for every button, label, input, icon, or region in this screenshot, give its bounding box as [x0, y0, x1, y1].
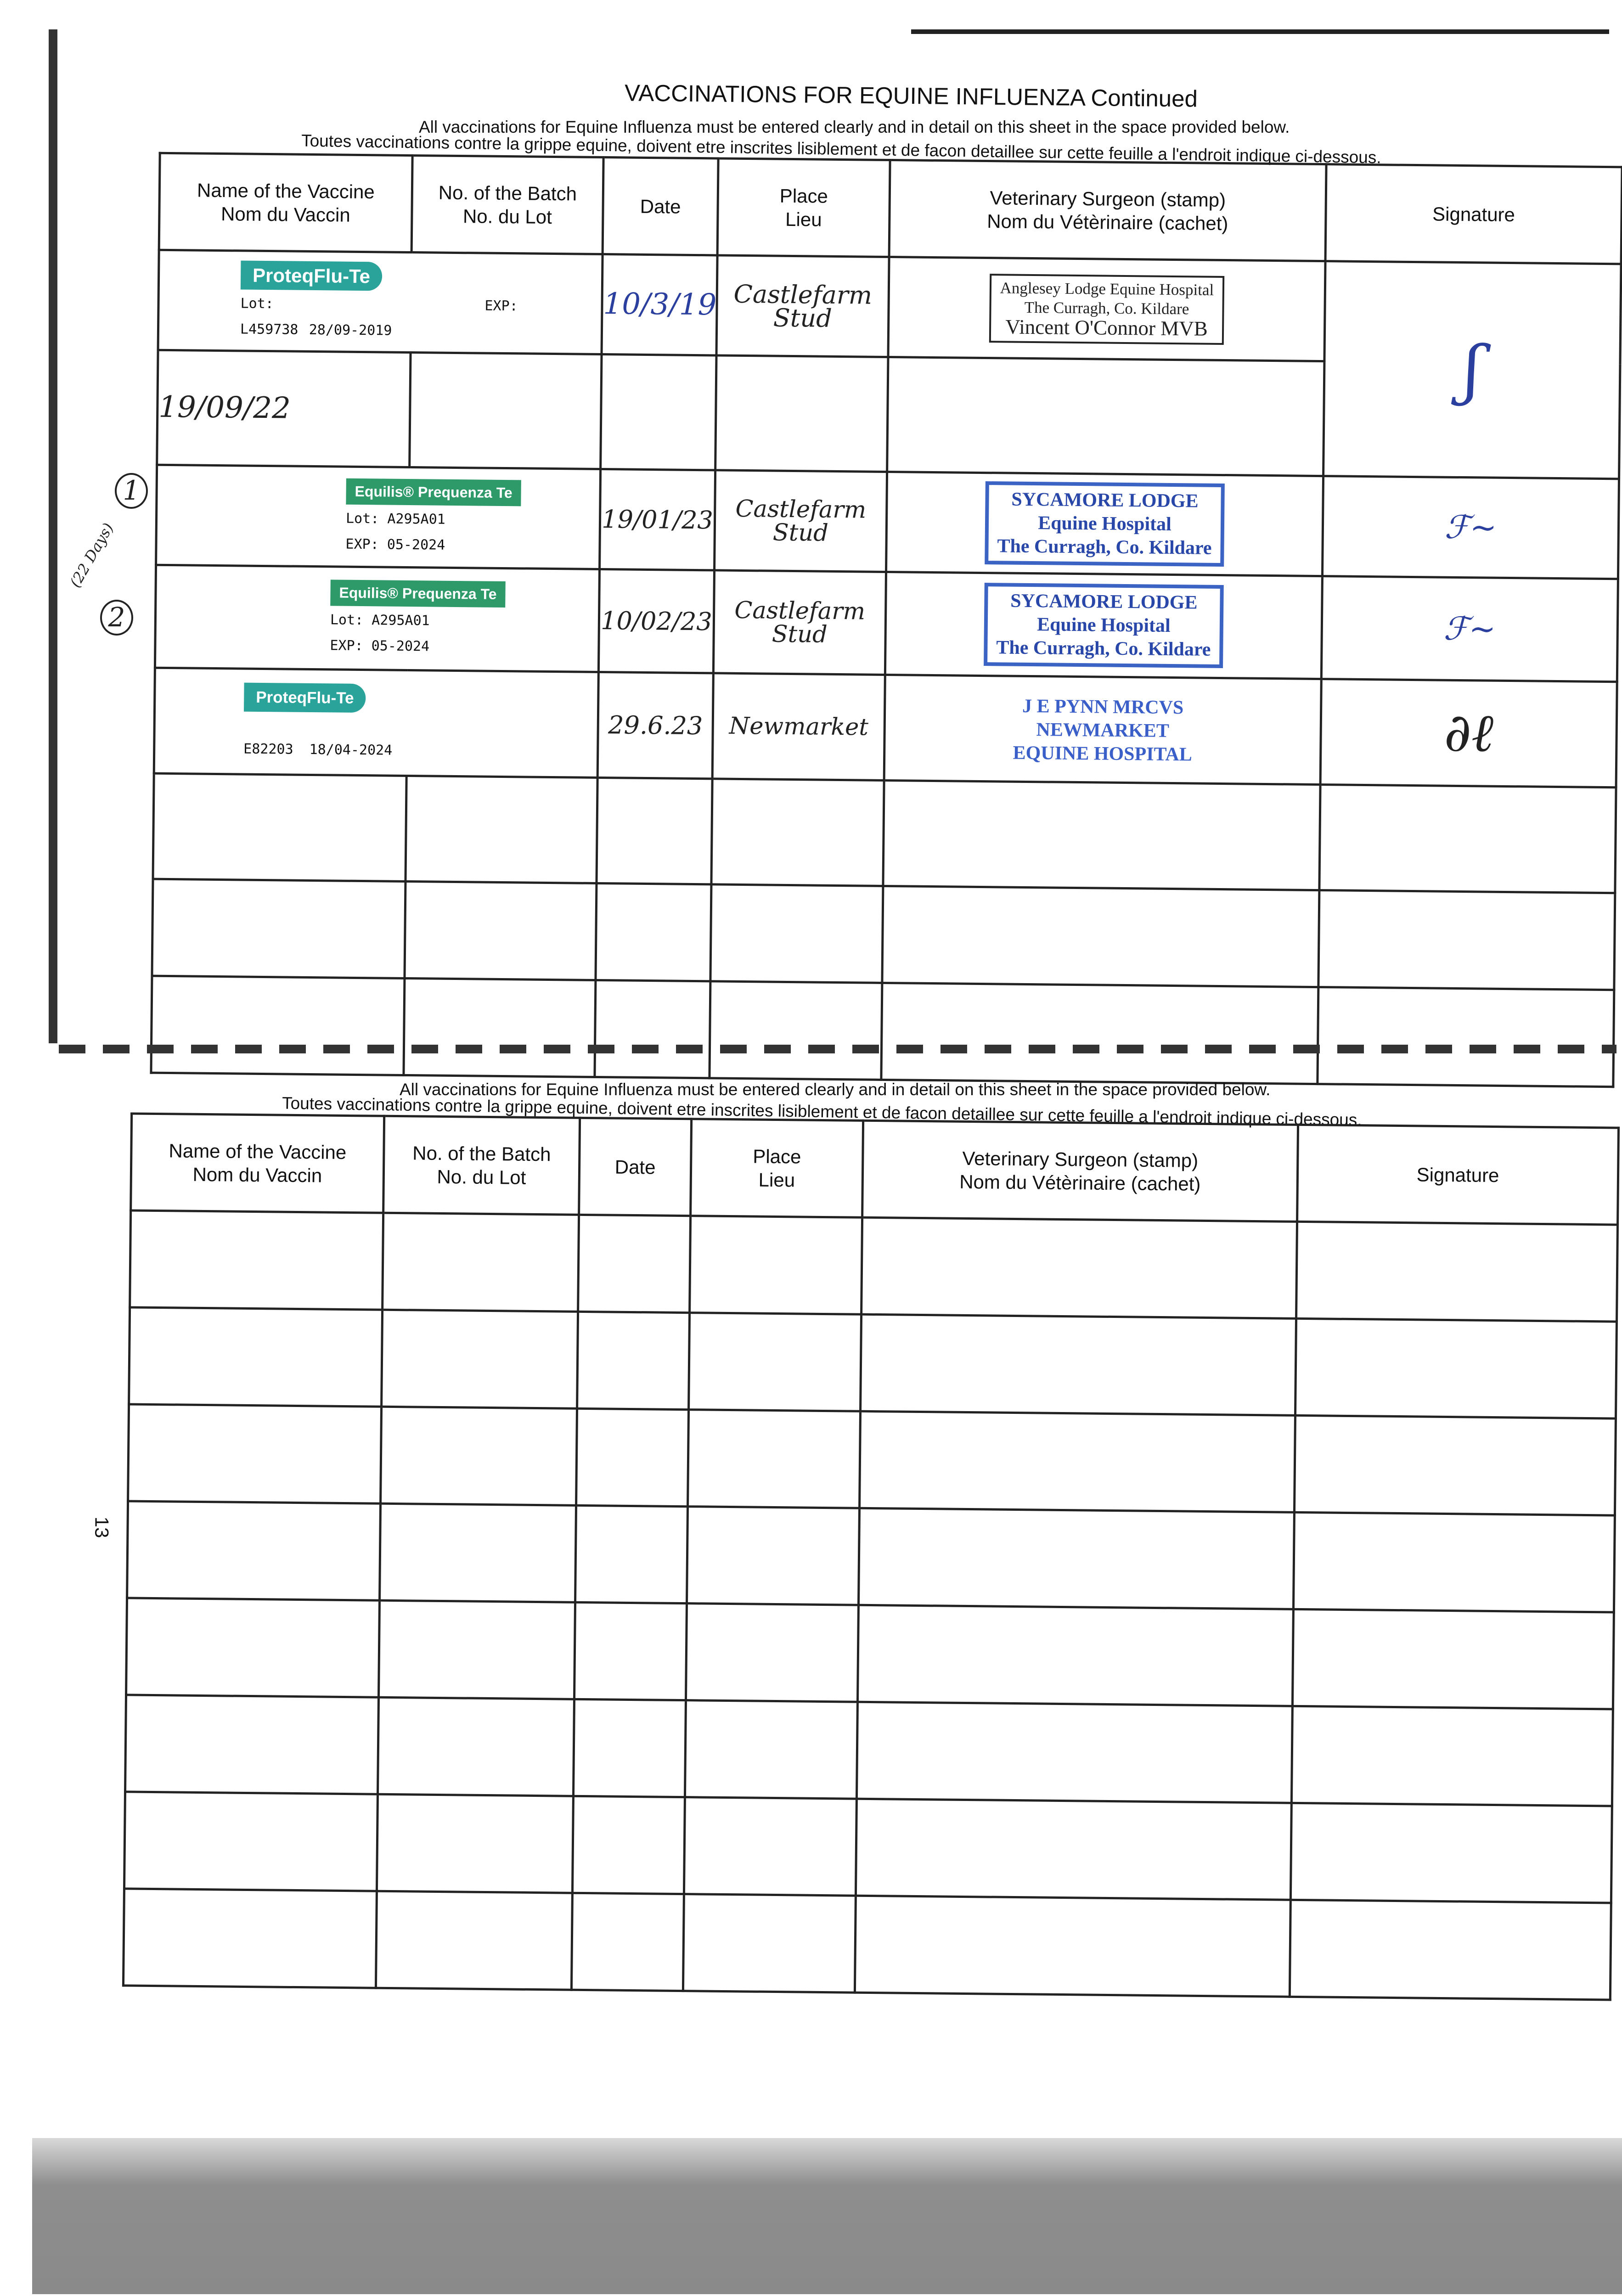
scan-bottom-shadow [32, 2138, 1622, 2294]
scan-edge [49, 29, 57, 1043]
page-fold [59, 1045, 1616, 1053]
vaccine-sticker: Equilis® Prequenza Te Lot: A295A01 EXP: … [155, 565, 600, 672]
date-cell: 29.6.23 [597, 672, 714, 779]
place-cell: Castlefarm Stud [713, 570, 886, 675]
table-row [130, 1210, 1618, 1322]
batch-number: E82203 [243, 741, 293, 758]
header-row: Name of the Vaccine Nom du Vaccin No. of … [159, 153, 1622, 264]
expiry: 05-2024 [387, 536, 445, 553]
vet-stamp-cell: SYCAMORE LODGE Equine Hospital The Curragh… [885, 572, 1323, 679]
table-row [129, 1307, 1617, 1419]
vet-stamp: Anglesey Lodge Equine Hospital The Currag… [989, 273, 1225, 345]
place-cell: Castlefarm Stud [716, 255, 890, 357]
vaccine-label: Equilis® Prequenza Te [330, 579, 506, 608]
signature-cell: ∂ℓ [1320, 679, 1617, 788]
vaccination-table-upper: Name of the Vaccine Nom du Vaccin No. of … [150, 152, 1622, 1088]
table-row: ProteqFlu-Te Lot: EXP: L459738 28/09-201… [158, 250, 1622, 479]
table-row [153, 773, 1616, 893]
page-number: 13 [91, 1516, 113, 1538]
header-row: Name of the Vaccine Nom du Vaccin No. of … [130, 1114, 1619, 1225]
header-batch: No. of the Batch No. du Lot [411, 155, 604, 254]
header-place: Place Lieu [690, 1119, 863, 1218]
date-cell: 10/02/23 [598, 569, 715, 673]
table-row [123, 1888, 1611, 2000]
margin-annotation: (22 Days) [66, 520, 117, 591]
batch-number: L459738 [240, 321, 298, 338]
header-vaccine: Name of the Vaccine Nom du Vaccin [159, 153, 413, 253]
header-signature: Signature [1297, 1125, 1619, 1225]
signature-cell: ℱ~ [1321, 576, 1618, 682]
header-vet: Veterinary Surgeon (stamp) Nom du Vétèrin… [862, 1120, 1298, 1222]
header-date: Date [603, 157, 719, 255]
header-signature: Signature [1325, 164, 1622, 264]
vet-stamp: SYCAMORE LODGE Equine Hospital The Curragh… [985, 481, 1225, 567]
vaccine-sticker: Equilis® Prequenza Te Lot: A295A01 EXP: … [156, 465, 601, 569]
instruction-en-lower: All vaccinations for Equine Influenza mu… [400, 1080, 1271, 1099]
header-date: Date [579, 1118, 692, 1216]
vet-stamp-cell: J E PYNN MRCVS NEWMARKET EQUINE HOSPITAL [884, 675, 1322, 785]
vaccination-table-lower: Name of the Vaccine Nom du Vaccin No. of … [122, 1112, 1620, 2001]
signature-cell: ʃ [1323, 261, 1622, 479]
table-row [125, 1694, 1613, 1806]
vet-stamp: J E PYNN MRCVS NEWMARKET EQUINE HOSPITAL [1013, 695, 1192, 765]
table-row: Equilis® Prequenza Te Lot: A295A01 EXP: … [155, 565, 1618, 682]
vet-stamp-cell: SYCAMORE LODGE Equine Hospital The Curragh… [886, 472, 1324, 576]
margin-note-2: 2 [100, 600, 133, 636]
table-row [151, 976, 1614, 1087]
vaccine-label: ProteqFlu-Te [240, 260, 383, 291]
table-row: Equilis® Prequenza Te Lot: A295A01 EXP: … [156, 465, 1619, 579]
table-row [152, 879, 1615, 990]
header-batch: No. of the Batch No. du Lot [383, 1116, 580, 1215]
table-row [127, 1501, 1615, 1613]
expiry: 28/09-2019 [309, 321, 392, 339]
place-cell: Castlefarm Stud [714, 470, 887, 572]
vaccine-sticker: ProteqFlu-Te Lot: EXP: L459738 28/09-201… [158, 250, 603, 355]
vaccine-label: Equilis® Prequenza Te [346, 478, 521, 506]
date-cell: 19/01/23 [599, 469, 715, 570]
expiry: 18/04-2024 [309, 741, 393, 759]
header-vet: Veterinary Surgeon (stamp) Nom du Vétèrin… [889, 160, 1327, 261]
handwritten-date: 19/09/22 [157, 350, 411, 467]
page-title: VACCINATIONS FOR EQUINE INFLUENZA Contin… [624, 79, 1198, 112]
signature-cell: ℱ~ [1322, 476, 1619, 579]
instruction-en: All vaccinations for Equine Influenza mu… [419, 118, 1290, 136]
vaccine-sticker: ProteqFlu-Te E82203 18/04-2024 [154, 668, 599, 778]
scan-edge-top [911, 29, 1609, 34]
vaccine-label: ProteqFlu-Te [244, 682, 366, 713]
vet-stamp: SYCAMORE LODGE Equine Hospital The Curragh… [984, 583, 1224, 669]
table-row [124, 1791, 1612, 1903]
header-place: Place Lieu [717, 158, 890, 257]
date-cell: 10/3/19 [602, 254, 718, 355]
margin-note-1: 1 [115, 473, 148, 509]
vet-stamp-cell: Anglesey Lodge Equine Hospital The Currag… [888, 257, 1326, 361]
header-vaccine: Name of the Vaccine Nom du Vaccin [130, 1114, 384, 1213]
table-row [126, 1598, 1614, 1710]
expiry: 05-2024 [371, 637, 430, 654]
batch-number: A295A01 [387, 511, 445, 528]
table-row: ProteqFlu-Te E82203 18/04-2024 29.6.23 N… [154, 668, 1617, 788]
batch-number: A295A01 [372, 612, 430, 629]
place-cell: Newmarket [712, 673, 885, 781]
table-row [128, 1404, 1616, 1516]
